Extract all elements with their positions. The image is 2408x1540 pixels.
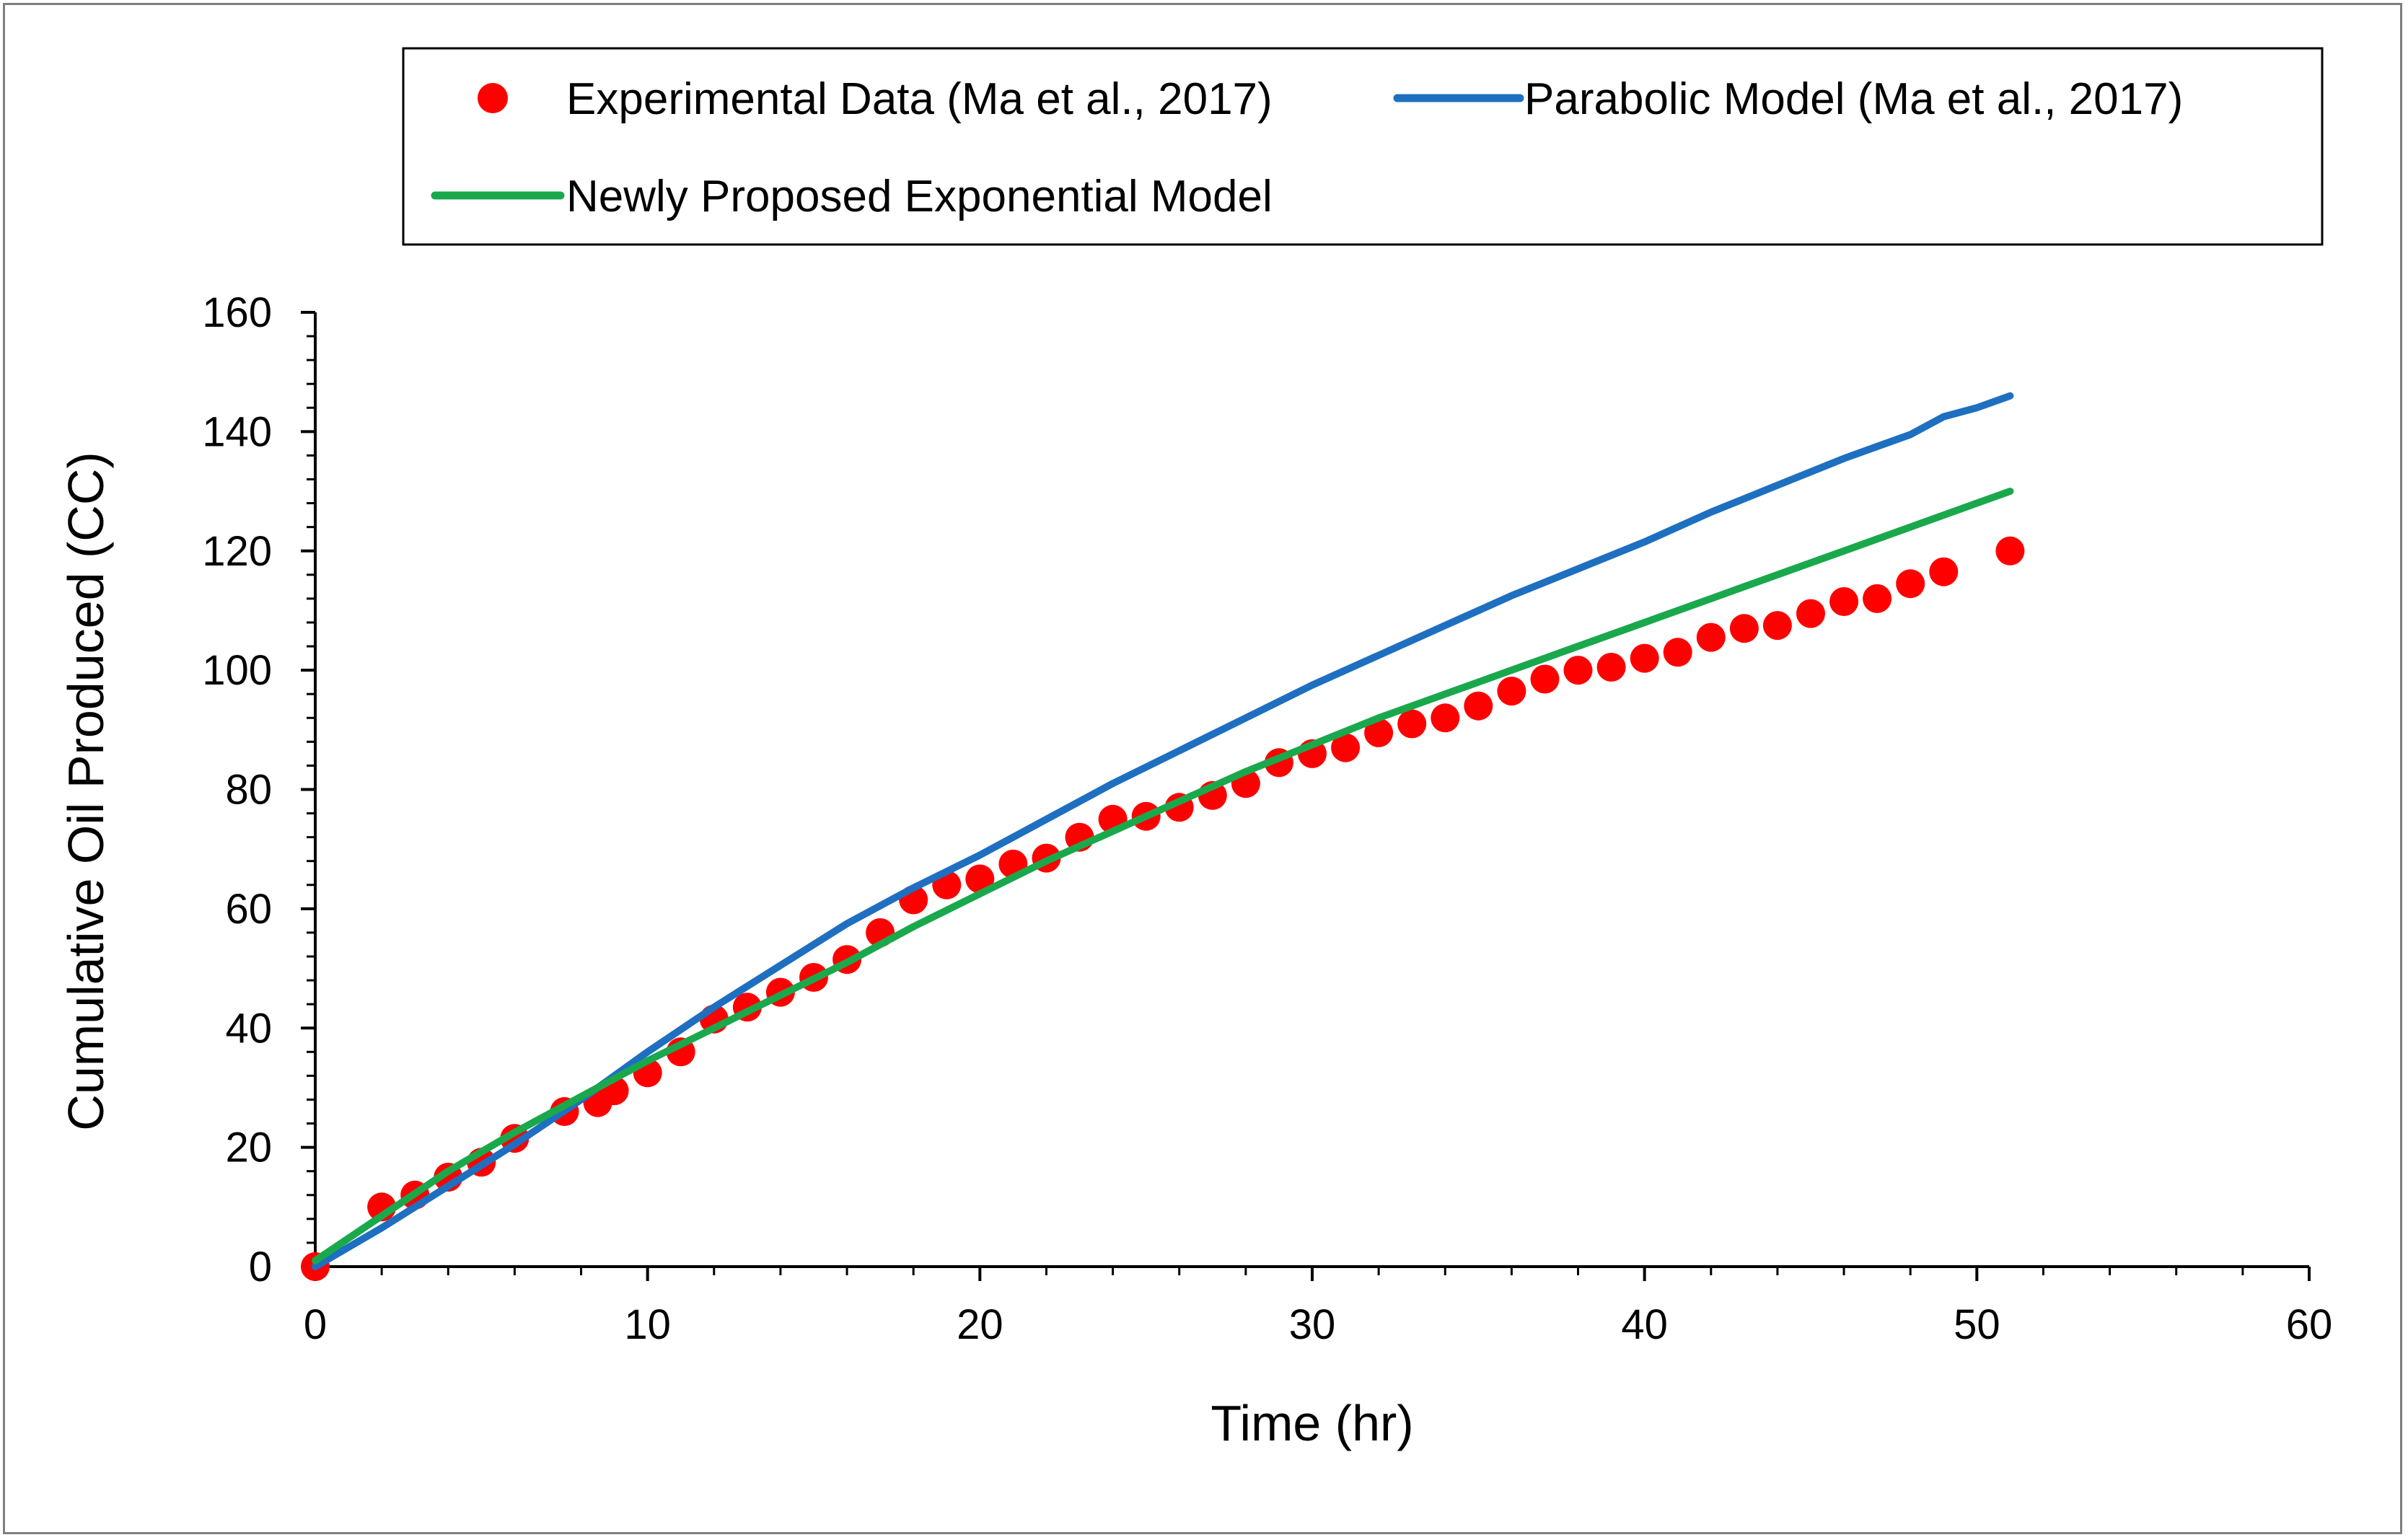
axes xyxy=(314,312,2309,1268)
y-tick-label: 0 xyxy=(249,1244,272,1290)
x-axis-title: Time (hr) xyxy=(1210,1395,1413,1451)
data-point xyxy=(1896,569,1925,599)
legend-box xyxy=(402,47,2324,246)
data-point xyxy=(1530,664,1560,694)
y-tick-label: 40 xyxy=(225,1005,272,1052)
y-tick-label: 60 xyxy=(225,886,272,933)
legend-label-experimental: Experimental Data (Ma et al., 2017) xyxy=(566,74,1273,124)
data-point xyxy=(1995,536,2025,566)
x-tick-label: 50 xyxy=(1954,1301,2000,1348)
data-point xyxy=(1431,703,1460,733)
data-point xyxy=(1397,709,1427,739)
x-tick-label: 60 xyxy=(2286,1301,2333,1348)
chart-canvas: Experimental Data (Ma et al., 2017) Para… xyxy=(58,47,2332,1451)
x-tick-label: 10 xyxy=(624,1301,671,1348)
legend-label-parabolic: Parabolic Model (Ma et al., 2017) xyxy=(1524,74,2183,124)
y-tick-label: 80 xyxy=(225,767,272,814)
data-point xyxy=(1829,587,1859,616)
x-tick-label: 30 xyxy=(1289,1301,1336,1348)
y-axis-title: Cumulative Oil Produced (CC) xyxy=(58,452,114,1130)
series-line-parabolic-model-ma-et-al-2017 xyxy=(312,392,2014,1270)
data-point xyxy=(1464,691,1493,721)
legend: Experimental Data (Ma et al., 2017) Para… xyxy=(402,47,2324,246)
data-point xyxy=(1663,638,1692,667)
legend-marker-experimental xyxy=(478,83,508,113)
y-tick-label: 100 xyxy=(202,647,272,694)
data-point xyxy=(1364,718,1394,747)
y-tick-label: 140 xyxy=(202,408,272,455)
y-tick-label: 20 xyxy=(225,1125,272,1171)
data-point xyxy=(1929,557,1959,586)
legend-label-exponential: Newly Proposed Exponential Model xyxy=(566,172,1273,221)
y-tick-label: 160 xyxy=(202,289,272,336)
data-point xyxy=(1630,643,1659,673)
data-point xyxy=(1497,677,1526,706)
data-point xyxy=(965,864,995,894)
x-tick-label: 40 xyxy=(1621,1301,1668,1348)
data-point xyxy=(1331,733,1361,762)
data-point xyxy=(1596,653,1626,682)
data-point xyxy=(1863,584,1892,613)
tick-labels: 0 10 20 30 40 50 60 0 20 40 60 80 100 120 140 160 xyxy=(202,289,2332,1348)
chart-frame: Experimental Data (Ma et al., 2017) Para… xyxy=(3,3,2402,1534)
x-tick-label: 0 xyxy=(304,1301,327,1348)
series-line-newly-proposed-exponential-model xyxy=(312,488,2014,1264)
data-point xyxy=(1729,614,1759,643)
series-lines xyxy=(312,392,2014,1270)
x-tick-label: 20 xyxy=(957,1301,1003,1348)
data-point xyxy=(1563,656,1593,685)
y-tick-label: 120 xyxy=(202,528,272,575)
series-points xyxy=(301,536,2025,1281)
data-point xyxy=(1696,622,1726,652)
ticks xyxy=(301,311,2311,1281)
data-point xyxy=(1796,599,1825,628)
data-point xyxy=(1762,611,1792,641)
